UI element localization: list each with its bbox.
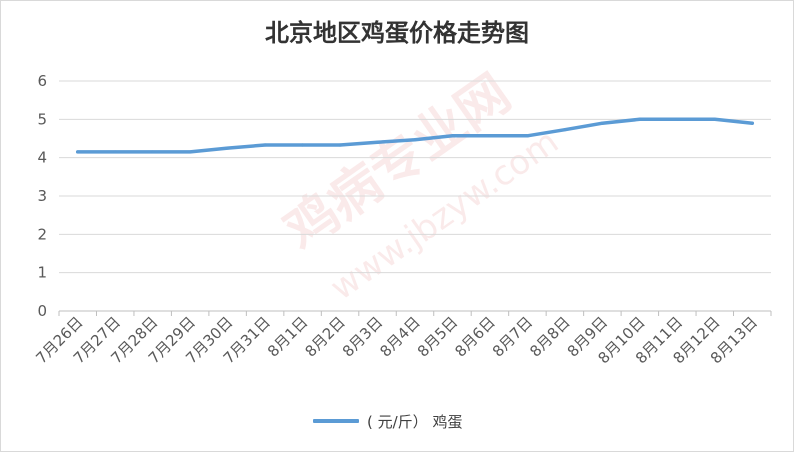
x-tick-label: 8月4日 xyxy=(376,313,423,360)
x-tick-label: 8月2日 xyxy=(301,313,348,360)
data-point xyxy=(488,134,492,138)
data-point xyxy=(76,150,80,154)
data-point xyxy=(675,117,679,121)
data-point xyxy=(226,146,230,150)
series-layer xyxy=(75,117,755,154)
x-tick-label: 8月6日 xyxy=(451,313,498,360)
data-point xyxy=(188,150,192,154)
data-point xyxy=(413,138,417,142)
legend: ( 元/斤） 鸡蛋 xyxy=(313,411,462,431)
watermark: 鸡病专业网 www.jbzyw.com xyxy=(274,63,566,308)
legend-swatch xyxy=(313,419,359,423)
y-tick-label: 2 xyxy=(37,225,47,243)
data-point xyxy=(263,143,267,147)
y-axis-ticks: 0 1 2 3 4 5 6 xyxy=(37,72,47,320)
y-tick-label: 3 xyxy=(37,187,47,205)
data-point xyxy=(375,140,380,144)
y-tick-label: 1 xyxy=(37,264,47,282)
data-point xyxy=(113,150,117,154)
data-point xyxy=(713,117,717,121)
data-point xyxy=(338,143,342,147)
y-tick-label: 0 xyxy=(37,302,47,320)
data-point xyxy=(525,134,530,138)
data-point xyxy=(450,134,455,138)
legend-label: ( 元/斤） 鸡蛋 xyxy=(367,412,463,431)
chart-title: 北京地区鸡蛋价格走势图 xyxy=(265,19,529,47)
data-point xyxy=(151,150,155,154)
x-tick-label: 8月7日 xyxy=(489,313,536,360)
data-point xyxy=(638,117,642,121)
data-point xyxy=(750,121,754,125)
data-point xyxy=(300,143,305,147)
y-tick-label: 6 xyxy=(37,72,47,90)
x-tick-label: 8月1日 xyxy=(264,313,311,360)
y-tick-label: 5 xyxy=(37,110,47,128)
x-tick-label: 8月3日 xyxy=(339,313,386,360)
x-tick-label: 8月5日 xyxy=(414,313,461,360)
data-point xyxy=(563,128,567,132)
y-tick-label: 4 xyxy=(37,149,47,167)
x-axis-ticks: 7月26日7月27日7月28日7月29日7月30日7月31日8月1日8月2日8月… xyxy=(32,311,772,367)
x-tick-label: 8月8日 xyxy=(526,313,573,360)
data-point xyxy=(600,121,604,125)
